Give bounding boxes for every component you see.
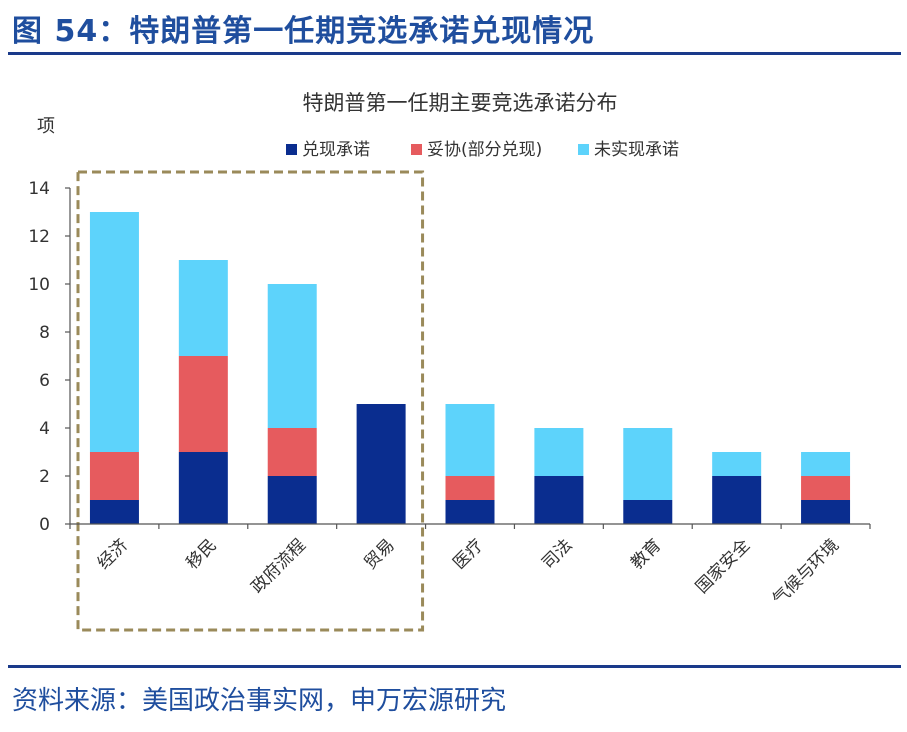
bar-segment <box>89 500 139 524</box>
x-tick-label: 政府流程 <box>248 535 310 597</box>
bar-segment <box>267 284 317 428</box>
x-tick-label: 经济 <box>94 535 132 573</box>
title-divider <box>8 52 901 55</box>
x-tick-label: 国家安全 <box>692 535 754 597</box>
chart-title: 特朗普第一任期主要竞选承诺分布 <box>303 91 618 115</box>
bar-stack <box>356 404 406 524</box>
bar-stack <box>534 428 584 524</box>
bar-segment <box>445 404 495 476</box>
bar-stack <box>89 212 139 524</box>
y-axis-label: 项 <box>37 116 55 137</box>
bar-segment <box>89 212 139 452</box>
legend-item: 未实现承诺 <box>578 140 679 160</box>
legend-swatch <box>286 144 297 155</box>
y-tick-label: 2 <box>39 467 50 487</box>
bar-stack <box>623 428 673 524</box>
legend-label: 未实现承诺 <box>594 140 679 160</box>
bar-segment <box>712 452 762 476</box>
bar-segment <box>89 452 139 500</box>
bar-segment <box>623 428 673 500</box>
bar-segment <box>356 404 406 524</box>
bar-segment <box>445 476 495 500</box>
x-tick-label: 贸易 <box>360 535 398 573</box>
bar-stack <box>267 284 317 524</box>
bar-segment <box>801 452 851 476</box>
bar-segment <box>178 260 228 356</box>
bar-segment <box>801 476 851 500</box>
x-tick-label: 教育 <box>627 535 665 573</box>
x-tick-label: 司法 <box>538 535 576 573</box>
highlight-box <box>76 170 425 632</box>
y-tick-label: 8 <box>39 323 50 343</box>
bar-segment <box>178 356 228 452</box>
y-tick-label: 12 <box>28 227 50 247</box>
y-tick-label: 0 <box>39 515 50 535</box>
bar-stack <box>801 452 851 524</box>
bar-segment <box>623 500 673 524</box>
bars <box>89 212 851 524</box>
bar-segment <box>534 428 584 476</box>
x-tick-label: 气候与环境 <box>769 535 843 609</box>
legend-label: 兑现承诺 <box>302 140 370 160</box>
bar-stack <box>445 404 495 524</box>
bar-segment <box>712 476 762 524</box>
bar-stack <box>712 452 762 524</box>
x-tick-label: 医疗 <box>449 535 487 573</box>
legend-swatch <box>578 144 589 155</box>
legend-label: 妥协(部分兑现) <box>427 140 542 160</box>
source-note: 资料来源：美国政治事实网，申万宏源研究 <box>12 686 507 716</box>
bar-segment <box>267 476 317 524</box>
legend-swatch <box>411 144 422 155</box>
bar-segment <box>178 452 228 524</box>
bar-segment <box>534 476 584 524</box>
legend-item: 兑现承诺 <box>286 140 370 160</box>
y-tick-label: 10 <box>28 275 50 295</box>
legend-item: 妥协(部分兑现) <box>411 140 542 160</box>
y-tick-label: 6 <box>39 371 50 391</box>
bar-stack <box>178 260 228 524</box>
footer-divider <box>8 665 901 668</box>
chart: 特朗普第一任期主要竞选承诺分布 项 兑现承诺 妥协(部分兑现) 未实现承诺 0 2 4 6… <box>28 91 871 632</box>
bar-segment <box>801 500 851 524</box>
bar-segment <box>267 428 317 476</box>
figure-title: 图 54：特朗普第一任期竞选承诺兑现情况 <box>12 14 595 49</box>
bar-segment <box>445 500 495 524</box>
y-tick-label: 14 <box>28 179 50 199</box>
y-tick-label: 4 <box>39 419 50 439</box>
x-tick-label: 移民 <box>183 535 221 573</box>
legend: 兑现承诺 妥协(部分兑现) 未实现承诺 <box>286 140 679 160</box>
